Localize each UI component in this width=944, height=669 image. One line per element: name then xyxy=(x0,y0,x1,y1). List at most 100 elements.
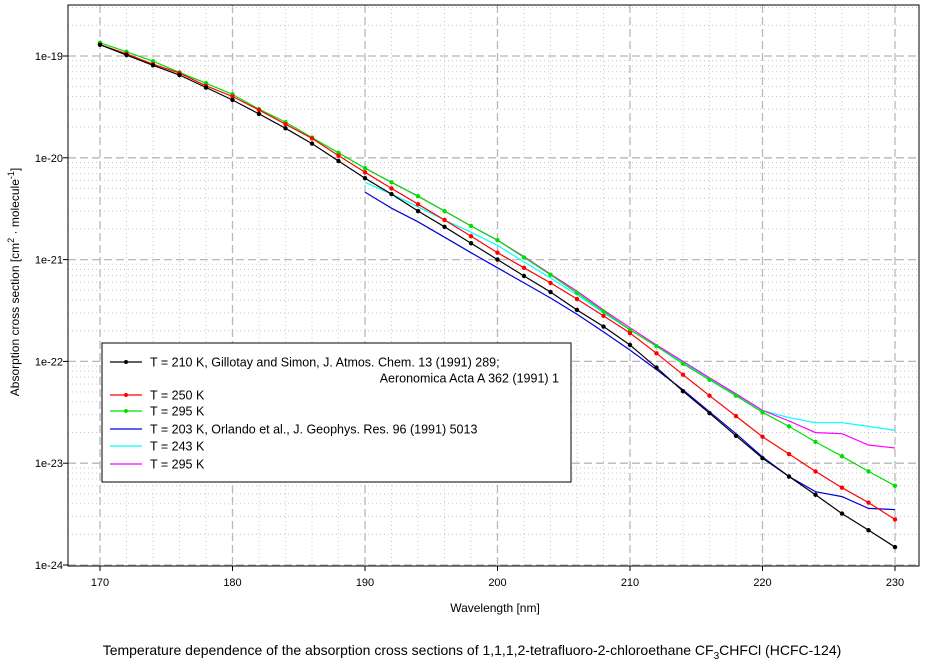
data-point xyxy=(707,410,712,416)
data-point xyxy=(574,307,580,313)
data-point xyxy=(442,224,447,229)
data-point xyxy=(574,290,580,296)
legend-label: T = 243 K xyxy=(150,440,205,454)
data-point xyxy=(654,351,659,356)
y-tick-label: 1e-21 xyxy=(35,255,63,267)
data-point xyxy=(733,413,739,419)
data-point xyxy=(283,121,288,127)
data-point xyxy=(627,342,633,348)
data-point xyxy=(680,372,686,377)
data-point xyxy=(601,324,606,329)
data-point xyxy=(468,240,474,246)
data-point xyxy=(150,63,156,68)
y-tick-label: 1e-20 xyxy=(35,153,63,165)
data-point xyxy=(892,544,898,550)
legend-marker xyxy=(124,393,128,397)
data-point xyxy=(707,393,712,398)
data-point xyxy=(150,58,156,64)
data-point xyxy=(601,309,606,314)
data-point xyxy=(548,280,553,286)
data-point xyxy=(760,455,765,461)
data-point xyxy=(627,330,633,336)
data-point xyxy=(389,186,394,191)
x-tick-label: 220 xyxy=(753,577,771,589)
data-point xyxy=(124,52,129,58)
data-point xyxy=(256,111,262,117)
data-point xyxy=(786,474,792,479)
data-point xyxy=(892,517,898,522)
data-point xyxy=(760,434,765,439)
data-point xyxy=(839,454,845,459)
x-tick-label: 230 xyxy=(886,577,904,589)
data-point xyxy=(362,176,368,181)
data-point xyxy=(309,136,315,141)
chart-title: Temperature dependence of the absorption… xyxy=(103,642,842,662)
legend-label-continued: Aeronomica Acta A 362 (1991) 1 xyxy=(380,372,559,386)
legend-marker xyxy=(124,409,128,413)
data-point xyxy=(203,85,209,90)
data-point xyxy=(680,361,686,366)
data-point xyxy=(548,289,553,295)
data-point xyxy=(839,485,845,490)
data-point xyxy=(839,511,845,516)
x-tick-label: 170 xyxy=(91,577,109,589)
data-point xyxy=(707,377,712,382)
x-tick-label: 200 xyxy=(488,577,506,589)
legend-label: T = 295 K xyxy=(150,405,205,419)
data-point xyxy=(336,158,341,164)
data-point xyxy=(468,223,474,229)
y-tick-label: 1e-22 xyxy=(35,356,63,368)
data-point xyxy=(442,217,447,223)
legend-label: T = 295 K xyxy=(150,458,205,472)
data-point xyxy=(442,208,447,214)
data-point xyxy=(495,250,500,255)
y-tick-label: 1e-23 xyxy=(35,458,63,470)
data-point xyxy=(654,344,659,349)
data-point xyxy=(813,492,818,497)
data-point xyxy=(309,141,315,146)
data-point xyxy=(654,365,659,370)
data-point xyxy=(283,126,288,131)
data-point xyxy=(786,451,792,457)
data-point xyxy=(813,439,818,445)
data-point xyxy=(733,393,739,398)
data-point xyxy=(495,257,500,262)
data-point xyxy=(680,388,686,394)
data-point xyxy=(415,193,421,199)
axis-ticks: 170 180 190 200 210 220 230 1e-19 1e-20 1e-21 1e-2… xyxy=(35,51,904,589)
y-tick-label: 1e-24 xyxy=(35,560,63,572)
data-point xyxy=(813,469,818,474)
legend-box xyxy=(101,342,572,483)
data-point xyxy=(389,180,394,185)
data-point xyxy=(230,94,235,99)
data-point xyxy=(415,208,421,214)
data-point xyxy=(362,170,368,175)
data-point xyxy=(601,313,606,319)
data-point xyxy=(415,202,421,207)
data-point xyxy=(574,296,580,302)
data-point xyxy=(627,327,633,333)
data-point xyxy=(495,238,500,243)
data-point xyxy=(866,527,871,533)
data-point xyxy=(866,500,871,505)
plot-frame xyxy=(67,4,920,567)
x-axis-label: Wavelength [nm] xyxy=(450,601,540,615)
series-line-3 xyxy=(364,191,896,511)
data-point xyxy=(733,433,739,438)
data-point xyxy=(521,265,527,271)
legend-label: T = 210 K, Gillotay and Simon, J. Atmos.… xyxy=(150,356,500,370)
data-point xyxy=(177,72,182,78)
data-point xyxy=(866,469,871,474)
data-point xyxy=(230,97,235,103)
data-point xyxy=(389,191,394,197)
data-point xyxy=(548,272,553,277)
x-tick-label: 180 xyxy=(223,577,241,589)
series-group xyxy=(97,40,898,550)
data-point xyxy=(892,483,898,488)
y-tick-label: 1e-19 xyxy=(35,51,63,63)
data-point xyxy=(521,273,527,279)
legend-marker xyxy=(124,360,128,364)
data-point xyxy=(521,255,527,260)
data-point xyxy=(468,233,474,239)
